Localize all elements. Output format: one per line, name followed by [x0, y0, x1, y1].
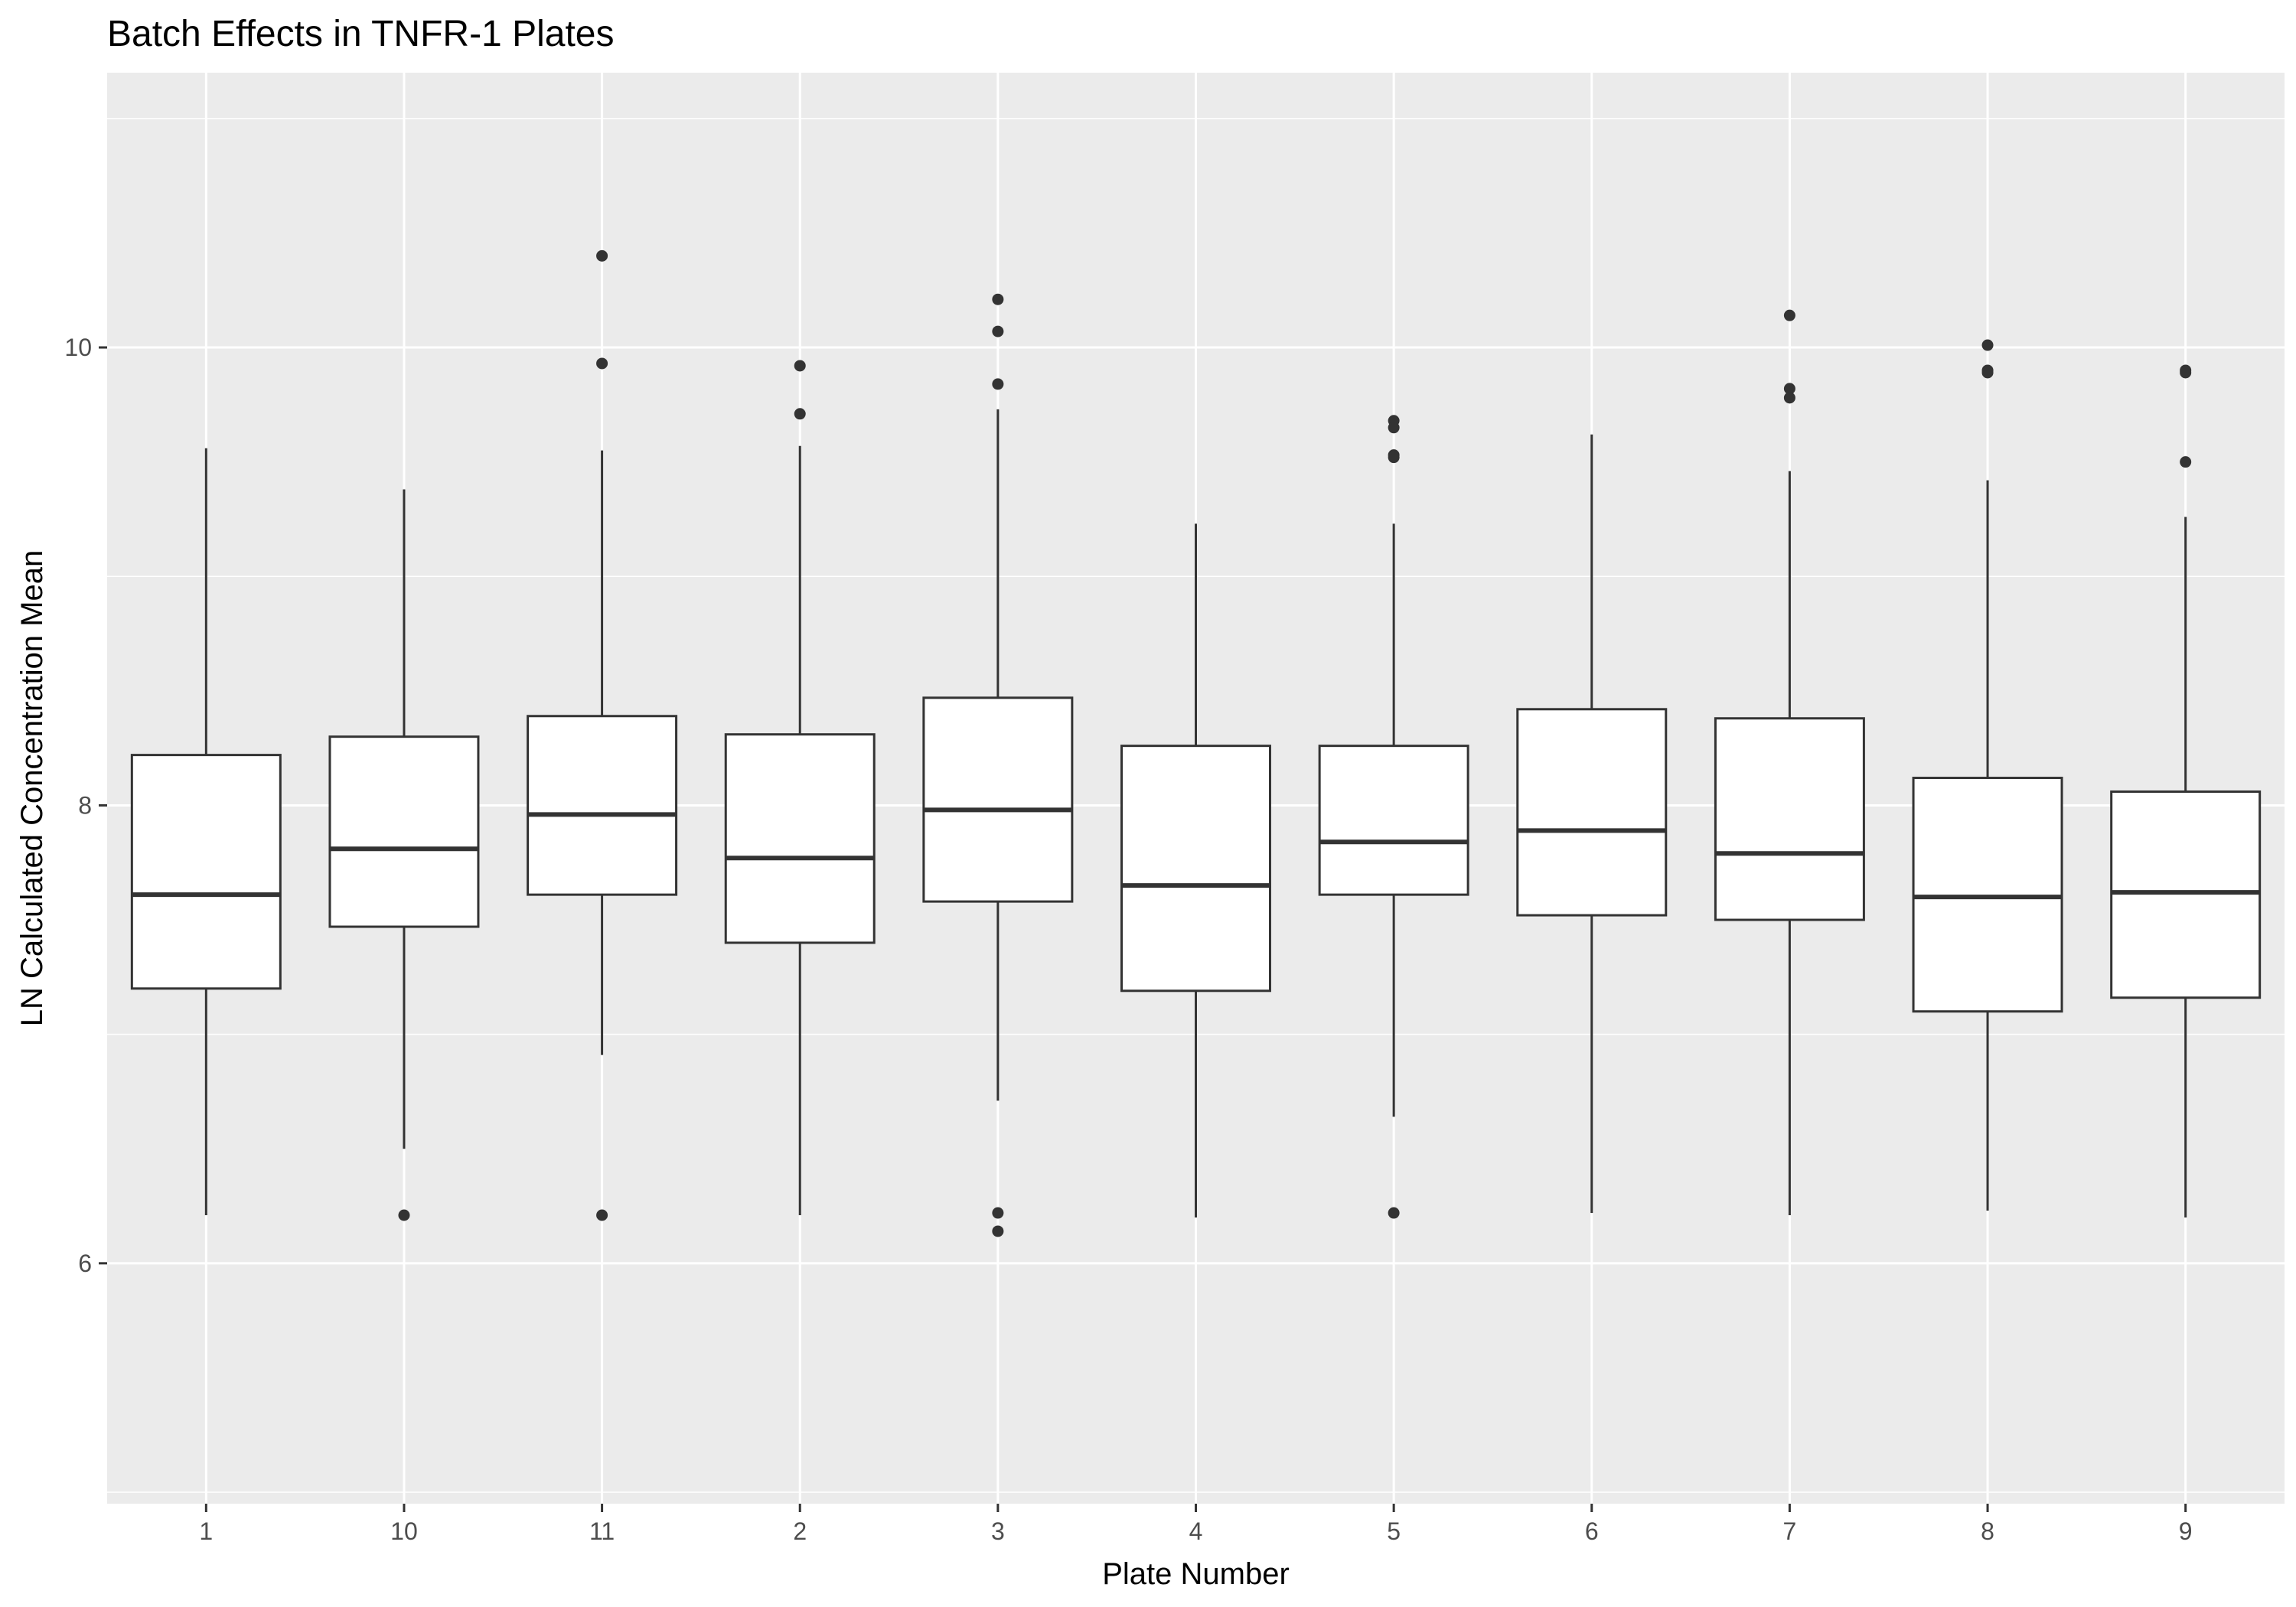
- box-plate-4: [1120, 523, 1271, 1217]
- outlier-point: [1388, 422, 1400, 434]
- outlier-point: [596, 357, 608, 370]
- x-tick-label: 8: [1981, 1517, 1994, 1545]
- outlier-point: [596, 249, 608, 262]
- x-axis-title: Plate Number: [1102, 1557, 1290, 1591]
- outlier-point: [2180, 456, 2192, 468]
- outlier-point: [992, 325, 1004, 337]
- box-plate-1: [130, 448, 282, 1216]
- box-plate-10: [328, 489, 480, 1221]
- box-iqr: [1714, 717, 1865, 921]
- y-axis: 6 8 10: [64, 334, 107, 1277]
- box-iqr: [328, 735, 480, 928]
- x-tick-label: 7: [1783, 1517, 1797, 1545]
- chart-title: Batch Effects in TNFR-1 Plates: [107, 14, 614, 54]
- box-plate-9: [2110, 364, 2262, 1217]
- outlier-point: [1388, 451, 1400, 464]
- outlier-point: [1783, 392, 1795, 404]
- x-axis: 1 10 11 2 3 4 5 6 7 8 9: [199, 1504, 2193, 1545]
- outlier-point: [1981, 339, 1994, 351]
- box-iqr: [922, 696, 1074, 903]
- x-tick-label: 2: [793, 1517, 807, 1545]
- x-tick-label: 5: [1387, 1517, 1401, 1545]
- outlier-point: [992, 1207, 1004, 1219]
- outlier-point: [1981, 367, 1994, 379]
- box-plate-7: [1714, 309, 1865, 1216]
- box-plate-5: [1318, 415, 1469, 1219]
- outlier-point: [992, 293, 1004, 305]
- y-axis-title: LN Calculated Concentration Mean: [15, 550, 49, 1027]
- box-plate-6: [1516, 434, 1668, 1214]
- box-plate-3: [922, 293, 1074, 1237]
- y-tick-label: 8: [78, 791, 92, 819]
- outlier-point: [992, 378, 1004, 390]
- outlier-point: [2180, 367, 2192, 379]
- box-plate-2: [724, 360, 876, 1216]
- box-plate-8: [1912, 339, 2063, 1211]
- box-iqr: [724, 733, 876, 944]
- box-iqr: [1516, 708, 1668, 917]
- outlier-point: [398, 1209, 410, 1221]
- outlier-point: [1783, 383, 1795, 395]
- outlier-point: [794, 360, 806, 372]
- box-series: [130, 249, 2262, 1237]
- outlier-point: [596, 1209, 608, 1221]
- x-tick-label: 10: [390, 1517, 418, 1545]
- x-tick-label: 9: [2179, 1517, 2193, 1545]
- y-tick-label: 10: [64, 334, 92, 361]
- x-tick-label: 4: [1189, 1517, 1203, 1545]
- x-tick-label: 11: [589, 1517, 615, 1545]
- x-tick-label: 3: [991, 1517, 1005, 1545]
- y-tick-label: 6: [78, 1250, 92, 1277]
- outlier-point: [1388, 1207, 1400, 1219]
- box-iqr: [1318, 745, 1469, 896]
- outlier-point: [1783, 309, 1795, 321]
- box-iqr: [527, 715, 678, 896]
- x-tick-label: 1: [199, 1517, 213, 1545]
- box-plate-11: [527, 249, 678, 1221]
- outlier-point: [992, 1225, 1004, 1237]
- box-iqr: [130, 754, 282, 990]
- box-iqr: [1120, 745, 1271, 993]
- outlier-point: [794, 408, 806, 420]
- x-tick-label: 6: [1585, 1517, 1599, 1545]
